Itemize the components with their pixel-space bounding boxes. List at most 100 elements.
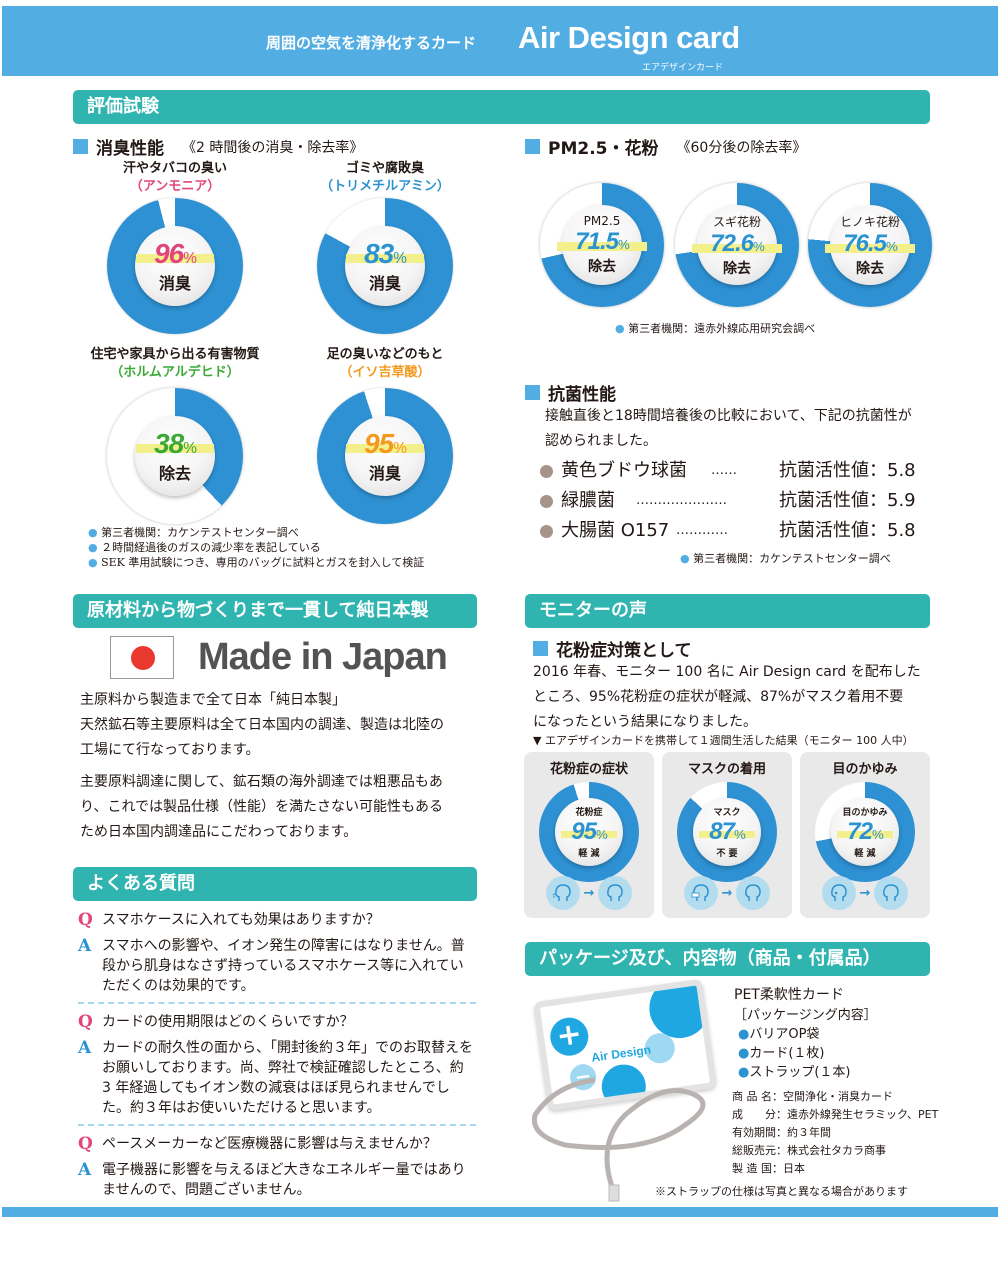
section-heading-package: パッケージ及び、内容物（商品・付属品） [525, 942, 930, 976]
contents-label: ［パッケージング内容］ [734, 1008, 877, 1023]
faq-list: Q スマホケースに入れても効果はありますか？ A スマホへの影響や、イオン発生の障害… [78, 910, 476, 1206]
before-after-faces: → [524, 876, 654, 910]
deodor-label-0: 汗やタバコの臭い （アンモニア） [90, 160, 260, 196]
section-heading-monitor: モニターの声 [525, 594, 930, 628]
faq-question: Q スマホケースに入れても効果はありますか？ [78, 910, 380, 930]
teary-face-icon [821, 876, 856, 910]
plus-icon: + [547, 1015, 591, 1059]
package-contents: ［パッケージング内容］ ●バリアOP袋 ●カード(１枚) ●ストラップ(１本) [734, 1008, 877, 1080]
antibac-item: 緑膿菌………………… 抗菌活性値：5.9 [540, 486, 916, 516]
percent-value: 72.6% [692, 230, 782, 258]
faq-answer: A スマホへの影響や、イオン発生の障害にはなりません。普段から肌身はなさず持ってい… [78, 936, 465, 994]
caption: 除去 [856, 260, 884, 277]
antibac-list: 黄色ブドウ球菌…… 抗菌活性値：5.8 緑膿菌………………… 抗菌活性値：5.9 大… [540, 456, 916, 546]
donut-mask-usage: マスク 87% 不 要 [677, 782, 777, 882]
monitor-result-note: ▼ エアデザインカードを携帯して１週間生活した結果（モニター 100 人中） [533, 734, 914, 747]
percent-value: 95% [561, 818, 617, 846]
card-title: 花粉症の症状 [549, 762, 628, 777]
antibac-item: 黄色ブドウ球菌…… 抗菌活性値：5.8 [540, 456, 916, 486]
percent-value: 72% [837, 818, 893, 846]
section-heading-text: パッケージ及び、内容物（商品・付属品） [539, 948, 881, 969]
donut-trimethylamine: 83% 消臭 [317, 198, 453, 334]
section-heading-japan: 原材料から物づくりまで一貫して純日本製 [73, 594, 477, 628]
header-subtitle: 周囲の空気を清浄化するカード [266, 34, 477, 52]
donut-cypress-pollen: ヒノキ花粉 76.5% 除去 [808, 183, 932, 307]
donut-label: PM2.5 [583, 214, 621, 228]
square-bullet-icon [73, 139, 88, 154]
deodor-label-1: ゴミや腐敗臭 （トリメチルアミン） [300, 160, 470, 196]
donut-formaldehyde: 38% 除去 [107, 388, 243, 524]
deodor-note: 《2 時間後の消臭・除去率》 [182, 139, 364, 156]
section-heading-text: モニターの声 [539, 600, 647, 621]
monitor-card-itchy-eyes: 目のかゆみ 目のかゆみ 72% 軽 減 → [800, 752, 930, 918]
donut-isovaleric-acid: 95% 消臭 [317, 388, 453, 524]
monitor-subtitle: 花粉症対策として [556, 641, 692, 661]
percent-value: 87% [699, 818, 755, 846]
label-text: 汗やタバコの臭い [122, 161, 227, 176]
donut-label: ヒノキ花粉 [839, 214, 900, 229]
percent-value: 96% [136, 238, 214, 270]
monitor-card-pollen: 花粉症の症状 花粉症 95% 軽 減 → [524, 752, 654, 918]
section-heading-text: 原材料から物づくりまで一貫して純日本製 [87, 600, 429, 621]
caption: 除去 [158, 464, 191, 483]
faq-answer: A 電子機器に影響を与えるほど大きなエネルギー量ではありませんので、問題ございませ… [78, 1160, 466, 1198]
label-text: 足の臭いなどのもと [326, 347, 444, 362]
donut-itchy-eyes: 目のかゆみ 72% 軽 減 [815, 782, 915, 882]
pm25-heading: PM2.5・花粉 《60分後の除去率》 [525, 134, 806, 159]
square-bullet-icon [533, 641, 548, 656]
before-after-faces: → [800, 876, 930, 910]
donut-cedar-pollen: スギ花粉 72.6% 除去 [675, 183, 799, 307]
pm25-source: ● 第三者機関：遠赤外線応用研究会調べ [615, 322, 816, 335]
donut-ammonia: 96% 消臭 [107, 198, 243, 334]
section-heading-faq: よくある質問 [73, 867, 477, 901]
faq-answer: A カードの耐久性の面から、「開封後約３年」でのお取替えをお願いしております。尚、… [78, 1038, 473, 1116]
square-bullet-icon [525, 139, 540, 154]
product-specs: 商 品 名：空間浄化・消臭カード 成 分：遠赤外線発生セラミック、PET 有効期… [732, 1090, 939, 1175]
donut-label: スギ花粉 [712, 214, 761, 229]
card-title: マスクの着用 [687, 762, 766, 777]
square-bullet-icon [525, 385, 540, 400]
deodor-heading: 消臭性能 《2 時間後の消臭・除去率》 [73, 134, 363, 159]
section-heading-evaluation: 評価試験 [73, 90, 930, 124]
japan-paragraph-1: 主原料から製造まで全て日本「純日本製」 天然鉱石等主要原料は全て日本国内の調達、… [80, 692, 444, 758]
percent-value: 38% [136, 428, 214, 460]
antibac-source: ● 第三者機関：カケンテストセンター調べ [680, 552, 891, 565]
pm25-title: PM2.5・花粉 [548, 139, 659, 159]
faq-question: Q ペースメーカーなど医療機器に影響は与えませんか？ [78, 1134, 437, 1154]
monitor-subheading: 花粉症対策として [533, 636, 692, 661]
footer-bar [2, 1207, 998, 1217]
percent-value: 76.5% [825, 230, 915, 258]
caption: 消臭 [368, 464, 401, 483]
pm25-note: 《60分後の除去率》 [676, 139, 807, 156]
sneezing-face-icon [545, 876, 580, 910]
deodor-notes: ● 第三者機関：カケンテストセンター調べ ● ２時間経過後のガスの減少率を表記し… [88, 526, 425, 569]
healthy-face-icon [736, 876, 771, 910]
label-sub: （トリメチルアミン） [320, 179, 450, 194]
label-sub: （アンモニア） [129, 179, 221, 194]
label-text: 住宅や家具から出る有害物質 [90, 347, 260, 362]
strap-footnote: ※ストラップの仕様は写真と異なる場合があります [655, 1185, 908, 1198]
percent-value: 83% [346, 238, 424, 270]
caption: 消臭 [368, 274, 401, 293]
antibac-title: 抗菌性能 [548, 385, 616, 405]
card-title: 目のかゆみ [832, 762, 898, 777]
section-heading-text: よくある質問 [87, 873, 195, 894]
header-banner: 周囲の空気を清浄化するカード Air Design card エアデザインカード [2, 6, 998, 76]
deodor-label-2: 住宅や家具から出る有害物質 （ホルムアルデヒド） [70, 346, 280, 382]
japan-paragraph-2: 主要原料調達に関して、鉱石類の海外調達では粗悪品もあ り、これでは製品仕様（性能… [80, 774, 444, 840]
japan-flag-icon [110, 636, 174, 679]
antibac-description: 接触直後と18時間培養後の比較において、下記の抗菌性が 認められました。 [545, 408, 912, 449]
card-brand-logo: Air Design [590, 1042, 652, 1065]
monitor-card-mask: マスクの着用 マスク 87% 不 要 → [662, 752, 792, 918]
faq-question: Q カードの使用期限はどのくらいですか？ [78, 1012, 354, 1032]
header-title-kana: エアデザインカード [642, 63, 724, 73]
healthy-face-icon [874, 876, 909, 910]
percent-value: 95% [346, 428, 424, 460]
caption: 除去 [588, 259, 616, 275]
label-sub: （イソ吉草酸） [339, 365, 431, 380]
healthy-face-icon [598, 876, 633, 910]
deodor-label-3: 足の臭いなどのもと （イソ吉草酸） [300, 346, 470, 382]
donut-pm25: PM2.5 71.5% 除去 [540, 183, 664, 307]
header-title: Air Design card [518, 20, 740, 55]
caption: 除去 [723, 260, 751, 277]
